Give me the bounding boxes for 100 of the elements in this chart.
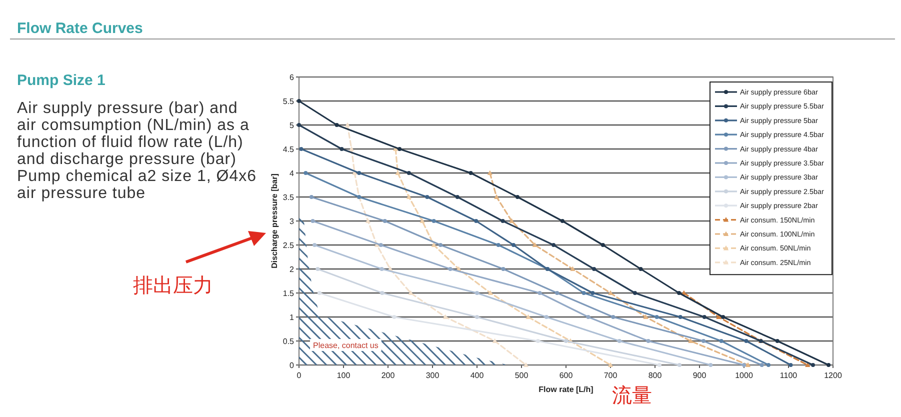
point xyxy=(455,195,460,199)
point xyxy=(643,314,648,319)
point xyxy=(334,123,339,127)
point xyxy=(474,219,478,223)
point xyxy=(488,290,493,295)
point xyxy=(438,243,443,247)
point xyxy=(487,170,493,175)
point xyxy=(468,171,473,175)
point xyxy=(617,339,622,343)
x-tick-label: 1000 xyxy=(735,371,754,380)
point xyxy=(494,194,500,199)
x-tick-label: 300 xyxy=(426,371,440,380)
point xyxy=(586,315,590,319)
x-tick-label: 1100 xyxy=(780,371,798,380)
x-tick-label: 700 xyxy=(604,371,618,380)
point xyxy=(590,291,595,295)
point xyxy=(501,267,506,271)
point xyxy=(544,315,548,319)
point xyxy=(509,218,514,223)
point xyxy=(523,362,529,367)
y-tick-label: 2 xyxy=(290,265,295,274)
point xyxy=(448,267,452,271)
point xyxy=(654,315,659,319)
point xyxy=(380,291,384,295)
point xyxy=(677,363,682,367)
point xyxy=(406,194,412,199)
point xyxy=(638,267,643,271)
point xyxy=(719,339,724,343)
point xyxy=(425,195,430,199)
x-tick-label: 0 xyxy=(296,371,302,380)
point xyxy=(702,315,706,319)
point xyxy=(475,315,479,319)
point xyxy=(515,195,520,199)
point xyxy=(744,339,748,343)
point xyxy=(608,362,614,367)
y-tick-label: 1 xyxy=(290,313,295,322)
point xyxy=(600,243,605,247)
point xyxy=(420,218,425,223)
y-axis-title: Discharge pressure [bar] xyxy=(270,173,279,268)
point xyxy=(344,122,350,127)
point xyxy=(538,291,542,295)
point xyxy=(708,363,713,367)
y-tick-label: 3.5 xyxy=(282,193,295,202)
point xyxy=(611,315,616,319)
text: Air supply pressure (bar) and air comsumption (NL/min) as a function of fluid flow rate (L/h) and discharge pressure (bar) Pump chemical a2 size 1, Ø4x6 air pressure tube xyxy=(17,100,258,202)
text: Pump Size 1 xyxy=(17,72,106,89)
point xyxy=(395,170,400,175)
point xyxy=(560,219,564,223)
point xyxy=(406,171,411,175)
point xyxy=(511,243,516,247)
text: 排出压力 xyxy=(133,273,213,297)
point xyxy=(340,147,344,151)
x-axis-title: Flow rate [L/h] xyxy=(538,385,594,394)
y-tick-label: 2.5 xyxy=(282,241,295,250)
point xyxy=(677,291,682,295)
point xyxy=(788,363,793,367)
point xyxy=(378,243,383,247)
point xyxy=(564,339,568,343)
point xyxy=(826,363,831,367)
point xyxy=(432,219,436,223)
point xyxy=(657,363,662,367)
point xyxy=(745,362,751,367)
y-tick-label: 4 xyxy=(290,169,295,178)
point xyxy=(646,339,650,343)
point xyxy=(760,363,764,367)
point xyxy=(309,195,314,199)
y-tick-label: 0.5 xyxy=(282,337,295,346)
point xyxy=(536,339,540,343)
point xyxy=(582,291,586,295)
point xyxy=(310,219,315,223)
point xyxy=(500,219,505,223)
annotation: Please, contact us xyxy=(313,341,378,350)
point xyxy=(678,315,682,319)
point xyxy=(317,291,322,295)
y-tick-label: 5.5 xyxy=(282,97,295,106)
x-tick-label: 200 xyxy=(381,371,396,380)
point xyxy=(702,339,706,343)
point xyxy=(570,266,576,271)
x-tick-label: 1200 xyxy=(824,371,842,380)
y-tick-label: 1.5 xyxy=(282,289,295,298)
point xyxy=(632,291,637,295)
point xyxy=(475,291,479,295)
x-tick-label: 800 xyxy=(648,371,662,380)
point xyxy=(810,363,815,367)
point xyxy=(299,147,304,151)
x-tick-label: 400 xyxy=(470,371,484,380)
y-tick-label: 5 xyxy=(290,121,295,130)
text: Flow Rate Curves xyxy=(17,20,143,37)
point xyxy=(304,171,308,175)
x-tick-label: 100 xyxy=(336,371,351,380)
point xyxy=(398,147,402,151)
point xyxy=(496,243,500,247)
point xyxy=(382,219,387,223)
x-tick-label: 500 xyxy=(514,371,529,380)
y-tick-label: 6 xyxy=(290,73,295,82)
point xyxy=(555,291,560,295)
point xyxy=(592,267,596,271)
x-tick-label: 600 xyxy=(559,371,574,380)
point xyxy=(552,243,556,247)
y-tick-label: 0 xyxy=(290,361,295,370)
